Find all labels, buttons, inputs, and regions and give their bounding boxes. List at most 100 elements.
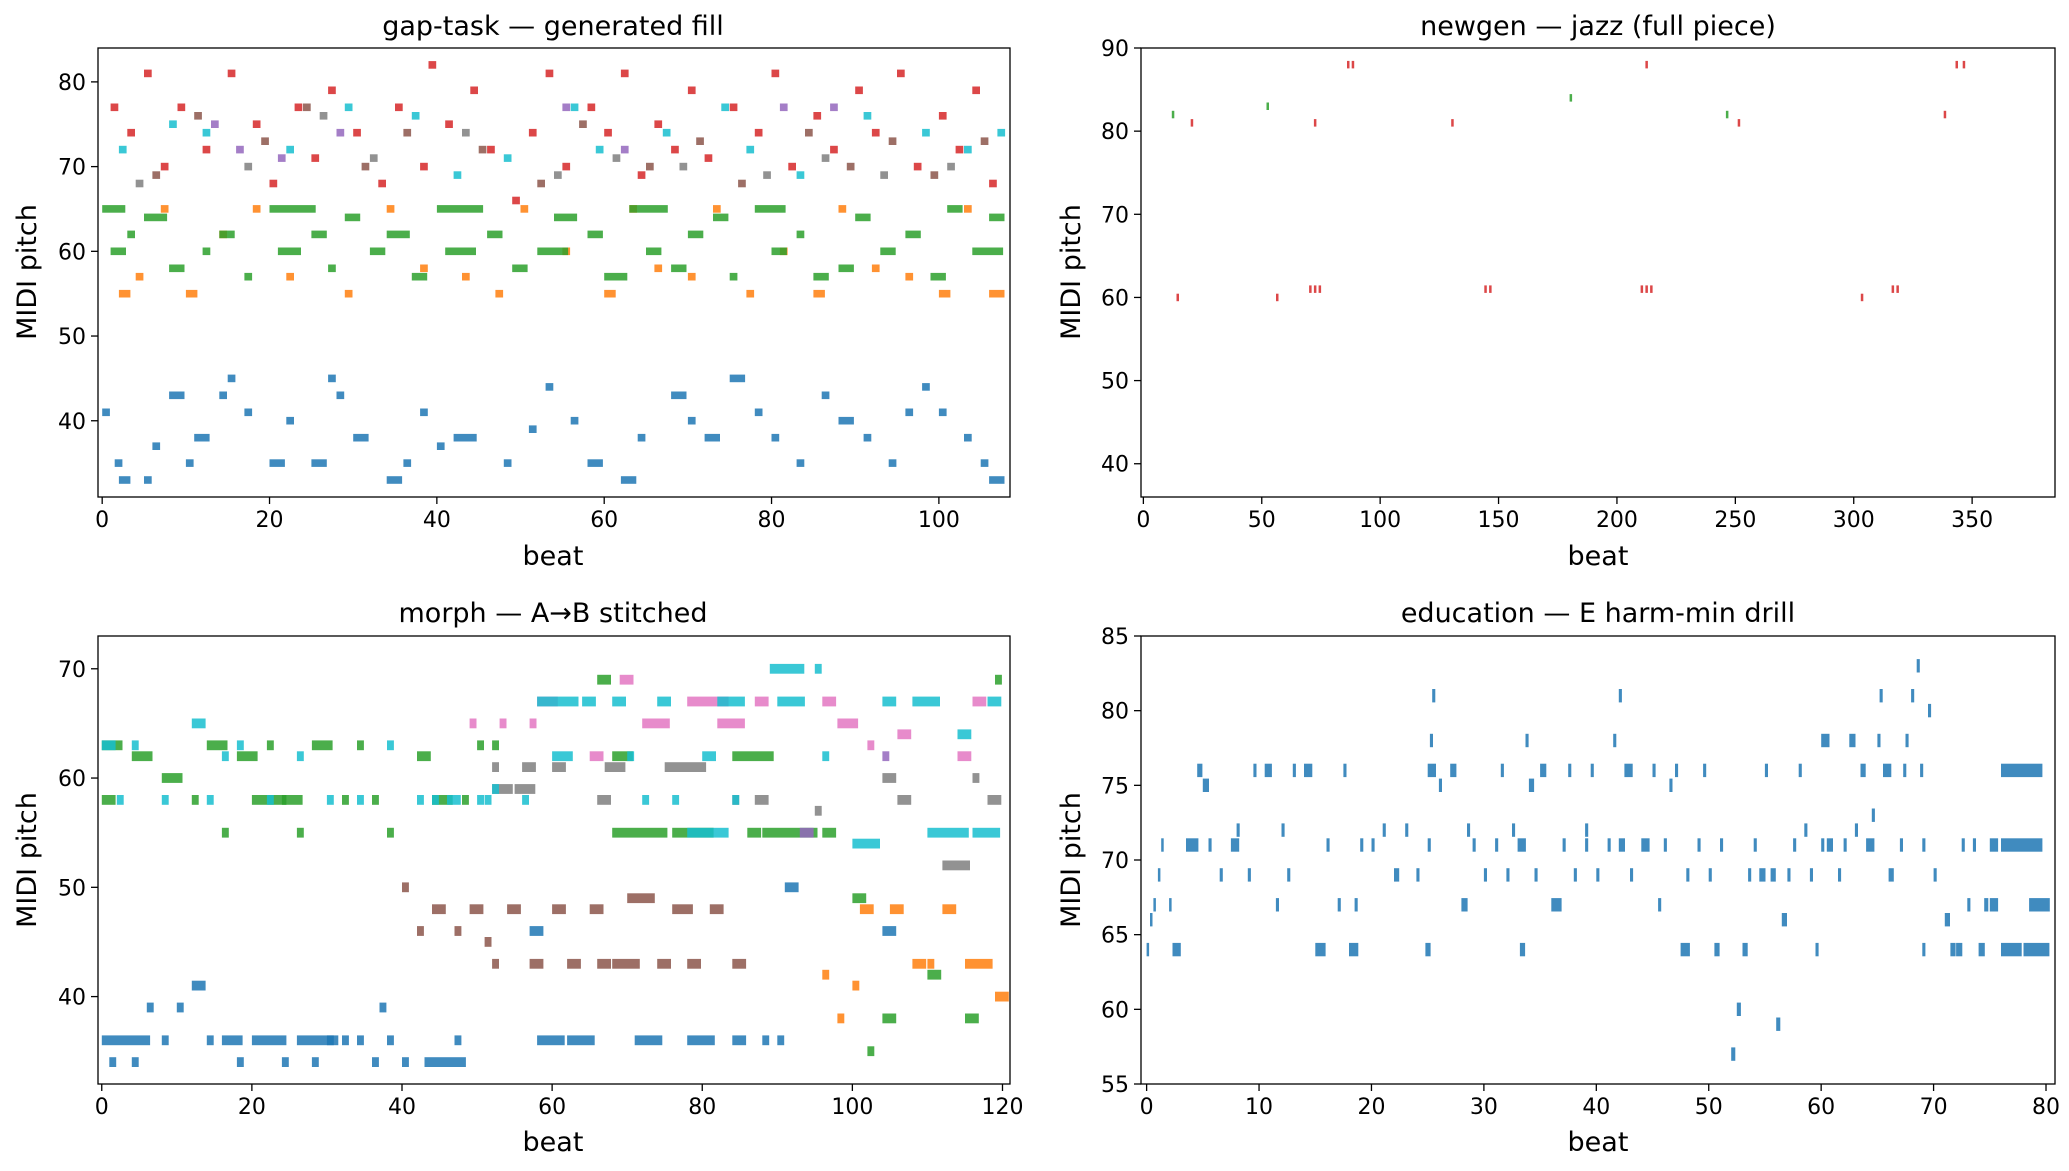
note [462, 272, 470, 281]
note [570, 103, 579, 112]
note [1618, 689, 1622, 703]
x-tick-label: 0 [1136, 508, 1150, 533]
note [1903, 763, 1907, 778]
note [1916, 659, 1920, 673]
note [1641, 838, 1650, 852]
y-tick-label: 50 [1101, 370, 1129, 395]
note [672, 795, 680, 805]
note [520, 205, 529, 213]
note [160, 162, 169, 171]
note [1663, 838, 1667, 852]
note [424, 1057, 466, 1067]
note [219, 230, 235, 239]
note [161, 1035, 169, 1046]
x-tick-label: 60 [538, 1095, 566, 1120]
note [110, 103, 119, 112]
note [1849, 733, 1856, 748]
note [796, 171, 805, 179]
note [387, 740, 394, 751]
note [859, 904, 874, 915]
note [589, 904, 604, 915]
note [1438, 778, 1442, 792]
x-tick-label: 150 [1478, 508, 1520, 533]
note [777, 1035, 785, 1046]
note [221, 827, 229, 838]
note [1905, 733, 1909, 748]
note [882, 773, 897, 783]
y-tick-label: 80 [58, 71, 86, 96]
note [357, 795, 364, 805]
note [417, 751, 431, 762]
note [1292, 763, 1296, 778]
note [266, 740, 274, 751]
note [1416, 868, 1420, 882]
y-tick-label: 50 [58, 876, 86, 901]
note [582, 696, 596, 707]
note [336, 391, 345, 400]
note [657, 958, 671, 969]
note [1720, 838, 1724, 852]
note [131, 740, 139, 751]
note [1961, 838, 1965, 852]
note [469, 718, 477, 729]
ticks-layer: 0 20 40 60 80 100 120 40 50 60 70 [58, 658, 1023, 1120]
note [487, 230, 503, 239]
note [620, 476, 637, 484]
note [118, 145, 127, 154]
note [411, 112, 420, 120]
note [319, 112, 328, 120]
note [771, 69, 780, 78]
note [1680, 942, 1690, 957]
note [202, 128, 211, 137]
note [372, 1057, 379, 1067]
note [1742, 942, 1748, 957]
note [805, 128, 813, 137]
note [202, 247, 211, 256]
panel-title: morph — A→B stitched [399, 598, 708, 629]
note [127, 230, 135, 239]
note [871, 128, 880, 137]
note [528, 128, 537, 137]
note [762, 827, 818, 838]
note [995, 674, 1002, 685]
note [713, 205, 721, 213]
note [972, 247, 1004, 256]
note [922, 383, 930, 391]
note [587, 230, 603, 239]
y-tick-label: 80 [1101, 700, 1129, 725]
panel-newgen: newgen — jazz (full piece) 0 50 100 150 200 2… [1056, 11, 2056, 572]
note [161, 795, 169, 805]
note [612, 958, 640, 969]
note [1854, 823, 1858, 837]
note [822, 751, 830, 762]
note [1922, 838, 1926, 852]
note [646, 247, 662, 256]
note [1590, 763, 1594, 778]
x-tick-label: 100 [831, 1095, 873, 1120]
note [671, 391, 687, 400]
note [747, 827, 762, 838]
note [1230, 838, 1240, 852]
note [1860, 293, 1864, 302]
note [1899, 838, 1903, 852]
note [822, 696, 837, 707]
note [1186, 838, 1199, 852]
note [1725, 110, 1729, 119]
note [1650, 285, 1653, 293]
note [286, 416, 294, 425]
note [161, 773, 183, 783]
note [597, 958, 611, 969]
note [1896, 285, 1899, 293]
note [144, 69, 152, 78]
note [1525, 733, 1529, 748]
note [687, 958, 701, 969]
note [266, 795, 274, 805]
note [303, 103, 311, 112]
note [1461, 898, 1468, 912]
note [552, 904, 566, 915]
note [344, 289, 353, 298]
note [1645, 285, 1648, 293]
y-tick-label: 70 [1101, 203, 1129, 228]
note [2023, 942, 2050, 957]
note [717, 696, 745, 707]
